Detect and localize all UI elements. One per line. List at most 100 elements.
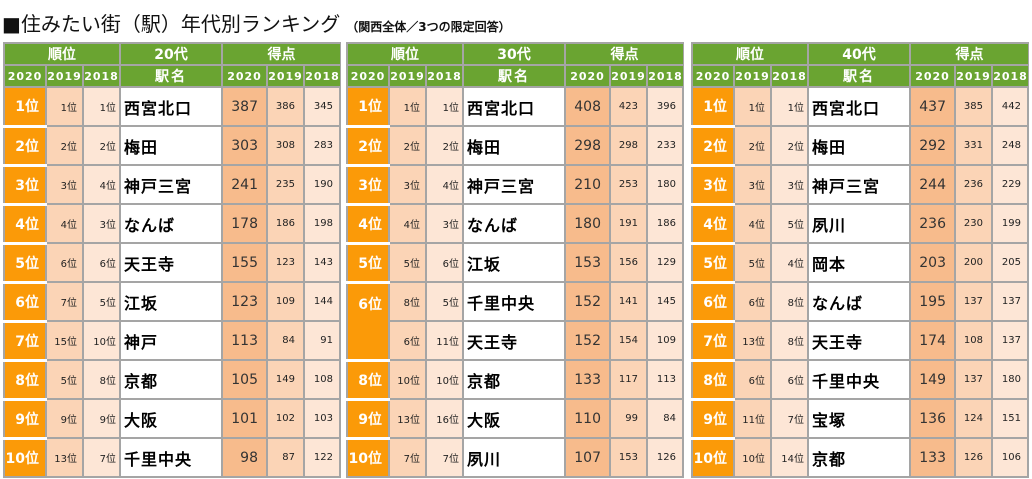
- rank-2019: 5位: [45, 359, 84, 400]
- score-2018: 283: [303, 125, 341, 166]
- score-2018: 229: [991, 164, 1029, 205]
- station-name: 千里中央: [462, 281, 566, 322]
- table-row: 3位 3位 4位 神戸三宮 210 253 180: [346, 163, 684, 205]
- station-name: 京都: [462, 359, 566, 400]
- station-name: 大阪: [462, 398, 566, 439]
- score-2020: 195: [909, 281, 956, 322]
- rank-2018: 1位: [770, 87, 809, 127]
- score-2020: 437: [909, 87, 956, 127]
- ranking-table-30代: 順位 30代 得点 2020 2019 2018 駅名 2020 2019 2018 1位 1位 1位西…: [346, 42, 684, 478]
- table-row: 4位 4位 3位 なんば 180 191 186: [346, 202, 684, 244]
- score-2020: 107: [564, 437, 611, 478]
- score-2018: 126: [646, 437, 684, 478]
- rank-2019: 2位: [45, 125, 84, 166]
- rank-2019: 3位: [733, 164, 772, 205]
- score-2019: 230: [954, 203, 993, 244]
- rank-2018: 7位: [82, 437, 121, 478]
- score-2019: 84: [266, 320, 305, 361]
- rank-2019: 5位: [388, 242, 427, 283]
- rank-2019-header: 2019: [733, 64, 772, 88]
- station-name: 梅田: [807, 125, 911, 166]
- score-2019: 87: [266, 437, 305, 478]
- table-row: 8位 6位 6位 千里中央 149 137 180: [691, 358, 1029, 400]
- score-2020: 203: [909, 242, 956, 283]
- rank-2020: 1位: [346, 87, 390, 127]
- rank-2018: 1位: [82, 87, 121, 127]
- score-2018: 137: [991, 320, 1029, 361]
- page-title: ■住みたい街（駅）年代別ランキング （関西全体／3つの限定回答）: [2, 8, 511, 36]
- rank-2018: 4位: [425, 164, 464, 205]
- score-2019: 137: [954, 281, 993, 322]
- score-2018: 145: [646, 281, 684, 322]
- score-2019: 186: [266, 203, 305, 244]
- score-2018: 91: [303, 320, 341, 361]
- rank-2020: 6位: [691, 280, 735, 322]
- score-2019: 141: [609, 281, 648, 322]
- rank-2020-header: 2020: [346, 64, 390, 88]
- table-row: 5位 5位 6位 江坂 153 156 129: [346, 241, 684, 283]
- title-main: ■住みたい街（駅）年代別ランキング: [2, 12, 341, 36]
- rank-2018-header: 2018: [770, 64, 809, 88]
- score-2018: 442: [991, 87, 1029, 127]
- score-2018: 151: [991, 398, 1029, 439]
- score-2020: 110: [564, 398, 611, 439]
- rank-2019: 1位: [45, 87, 84, 127]
- table-row: 2位 2位 2位 梅田 298 298 233: [346, 124, 684, 166]
- ranking-table-40代: 順位 40代 得点 2020 2019 2018 駅名 2020 2019 2018 1位 1位 1位西…: [691, 42, 1029, 478]
- score-2018-header: 2018: [646, 64, 683, 88]
- score-2019: 298: [609, 125, 648, 166]
- rank-2019: 6位: [733, 281, 772, 322]
- score-2020-header: 2020: [909, 64, 956, 88]
- score-2020: 136: [909, 398, 956, 439]
- rank-2018: 8位: [82, 359, 121, 400]
- rank-2020: 2位: [691, 124, 735, 166]
- rank-2018: 2位: [770, 125, 809, 166]
- score-2020: 152: [564, 281, 611, 322]
- rank-2018: 2位: [82, 125, 121, 166]
- rank-2019: 6位: [388, 320, 427, 361]
- score-2019: 385: [954, 87, 993, 127]
- rank-2019: 7位: [45, 281, 84, 322]
- score-2019: 235: [266, 164, 305, 205]
- station-name: 夙川: [807, 203, 911, 244]
- score-2018-header: 2018: [991, 64, 1028, 88]
- table-row: 10位 13位 7位 千里中央 98 87 122: [3, 436, 341, 478]
- score-header: 得点: [221, 42, 340, 66]
- score-2019-header: 2019: [954, 64, 993, 88]
- rank-2018: 5位: [82, 281, 121, 322]
- score-2018-header: 2018: [303, 64, 340, 88]
- score-2018: 106: [991, 437, 1029, 478]
- rank-2018: 9位: [82, 398, 121, 439]
- score-2019: 191: [609, 203, 648, 244]
- score-2019: 253: [609, 164, 648, 205]
- table-row: 6位 7位 5位 江坂 123 109 144: [3, 280, 341, 322]
- rank-2019: 2位: [388, 125, 427, 166]
- score-2018: 108: [303, 359, 341, 400]
- header-row-1: 順位 30代 得点: [346, 42, 683, 66]
- rank-2018: 6位: [770, 359, 809, 400]
- ranking-table: 順位 30代 得点 2020 2019 2018 駅名 2020 2019 2018 1位 1位 1位西…: [346, 42, 684, 478]
- score-2018: 186: [646, 203, 684, 244]
- score-2019-header: 2019: [266, 64, 305, 88]
- rank-2020: 1位: [691, 87, 735, 127]
- table-row: 3位 3位 3位 神戸三宮 244 236 229: [691, 163, 1029, 205]
- rank-2018-header: 2018: [82, 64, 121, 88]
- score-2018: 198: [303, 203, 341, 244]
- station-name: 天王寺: [119, 242, 223, 283]
- score-2020: 236: [909, 203, 956, 244]
- header-row-1: 順位 40代 得点: [691, 42, 1028, 66]
- table-row: 1位 1位 1位 西宮北口 387 386 345: [3, 87, 341, 127]
- rank-2019: 13位: [388, 398, 427, 439]
- station-name: 神戸三宮: [807, 164, 911, 205]
- station-name: 神戸三宮: [462, 164, 566, 205]
- score-2020: 98: [221, 437, 268, 478]
- station-header: 駅名: [462, 64, 566, 88]
- score-2020: 123: [221, 281, 268, 322]
- rank-2018: 5位: [425, 281, 464, 322]
- rank-2020: 7位: [691, 319, 735, 361]
- score-2019: 308: [266, 125, 305, 166]
- rank-header: 順位: [691, 42, 809, 66]
- ranking-table-20代: 順位 20代 得点 2020 2019 2018 駅名 2020 2019 2018 1位 1位 1位西…: [3, 42, 341, 478]
- rank-2019: 3位: [388, 164, 427, 205]
- score-2020: 180: [564, 203, 611, 244]
